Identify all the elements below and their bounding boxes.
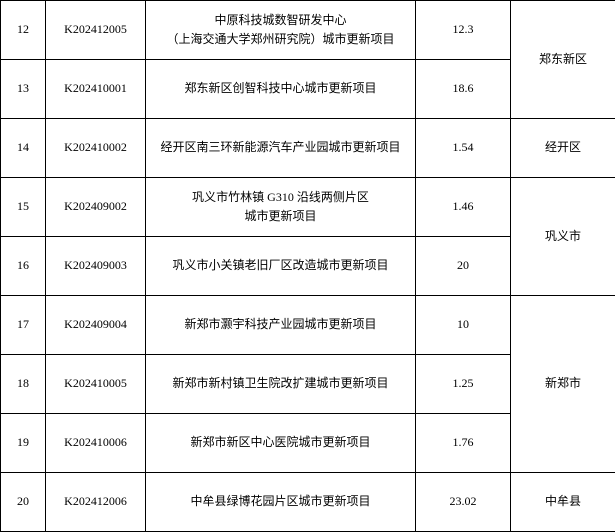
cell-idx: 19 [1,414,46,473]
cell-code: K202410001 [46,60,146,119]
cell-value: 18.6 [416,60,511,119]
table-row: 17 K202409004 新郑市灏宇科技产业园城市更新项目 10 新郑市 [1,296,615,355]
cell-value: 12.3 [416,1,511,60]
cell-value: 10 [416,296,511,355]
cell-name: 新郑市新村镇卫生院改扩建城市更新项目 [146,355,416,414]
cell-idx: 12 [1,1,46,60]
cell-idx: 16 [1,237,46,296]
cell-idx: 14 [1,119,46,178]
table-row: 20 K202412006 中牟县绿博花园片区城市更新项目 23.02 中牟县 [1,473,615,532]
cell-name: 中原科技城数智研发中心（上海交通大学郑州研究院）城市更新项目 [146,1,416,60]
cell-idx: 15 [1,178,46,237]
cell-code: K202410002 [46,119,146,178]
cell-code: K202410006 [46,414,146,473]
table-row: 12 K202412005 中原科技城数智研发中心（上海交通大学郑州研究院）城市… [1,1,615,60]
cell-value: 1.46 [416,178,511,237]
cell-idx: 17 [1,296,46,355]
cell-code: K202409002 [46,178,146,237]
cell-name: 新郑市灏宇科技产业园城市更新项目 [146,296,416,355]
cell-region: 郑东新区 [511,1,615,119]
table-row: 14 K202410002 经开区南三环新能源汽车产业园城市更新项目 1.54 … [1,119,615,178]
table-body: 12 K202412005 中原科技城数智研发中心（上海交通大学郑州研究院）城市… [1,1,615,532]
cell-name: 新郑市新区中心医院城市更新项目 [146,414,416,473]
table-row: 15 K202409002 巩义市竹林镇 G310 沿线两侧片区城市更新项目 1… [1,178,615,237]
cell-value: 1.25 [416,355,511,414]
project-table: 12 K202412005 中原科技城数智研发中心（上海交通大学郑州研究院）城市… [0,0,615,532]
cell-code: K202412006 [46,473,146,532]
cell-value: 20 [416,237,511,296]
cell-region: 新郑市 [511,296,615,473]
cell-code: K202409003 [46,237,146,296]
cell-name: 巩义市竹林镇 G310 沿线两侧片区城市更新项目 [146,178,416,237]
cell-name: 经开区南三环新能源汽车产业园城市更新项目 [146,119,416,178]
cell-code: K202409004 [46,296,146,355]
cell-name: 郑东新区创智科技中心城市更新项目 [146,60,416,119]
cell-name: 巩义市小关镇老旧厂区改造城市更新项目 [146,237,416,296]
cell-value: 1.76 [416,414,511,473]
cell-value: 1.54 [416,119,511,178]
cell-name: 中牟县绿博花园片区城市更新项目 [146,473,416,532]
cell-value: 23.02 [416,473,511,532]
cell-code: K202410005 [46,355,146,414]
cell-idx: 18 [1,355,46,414]
cell-code: K202412005 [46,1,146,60]
project-table-container: 12 K202412005 中原科技城数智研发中心（上海交通大学郑州研究院）城市… [0,0,615,532]
cell-region: 巩义市 [511,178,615,296]
cell-idx: 13 [1,60,46,119]
cell-region: 中牟县 [511,473,615,532]
cell-idx: 20 [1,473,46,532]
cell-region: 经开区 [511,119,615,178]
